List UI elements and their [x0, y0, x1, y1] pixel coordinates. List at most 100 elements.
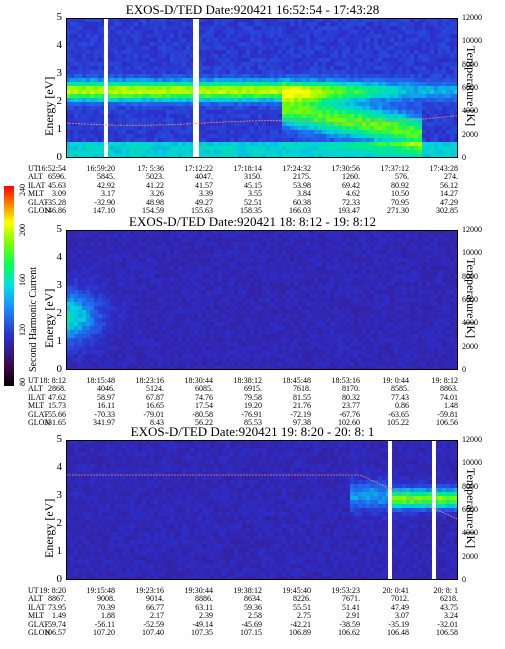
- heatmap-cell: [130, 30, 135, 35]
- heatmap-cell: [218, 130, 223, 135]
- heatmap-cell: [226, 146, 231, 151]
- heatmap-cell: [190, 18, 195, 23]
- heatmap-cell: [290, 86, 295, 91]
- heatmap-cell: [234, 22, 239, 27]
- heatmap-cell: [142, 90, 147, 95]
- heatmap-cell: [378, 126, 383, 131]
- heatmap-cell: [390, 138, 395, 143]
- heatmap-cell: [274, 98, 279, 103]
- heatmap-cell: [446, 30, 451, 35]
- heatmap-cell: [162, 106, 167, 111]
- heatmap-cell: [214, 146, 219, 151]
- heatmap-cell: [250, 70, 255, 75]
- heatmap-cell: [78, 282, 83, 287]
- heatmap-cell: [450, 106, 455, 111]
- heatmap-cell: [66, 326, 71, 331]
- heatmap-cell: [106, 42, 111, 47]
- heatmap-cell: [274, 110, 279, 115]
- heatmap-cell: [434, 146, 439, 151]
- heatmap-cell: [94, 278, 99, 283]
- heatmap-cell: [162, 66, 167, 71]
- heatmap-cell: [126, 22, 131, 27]
- heatmap-cell: [130, 358, 135, 363]
- heatmap-cell: [222, 266, 227, 271]
- heatmap-cell: [278, 50, 283, 55]
- heatmap-cell: [90, 330, 95, 335]
- heatmap-cell: [70, 294, 75, 299]
- heatmap-cell: [186, 334, 191, 339]
- heatmap-cell: [134, 338, 139, 343]
- heatmap-cell: [170, 150, 175, 155]
- heatmap-cell: [182, 254, 187, 259]
- heatmap-cell: [442, 66, 447, 71]
- heatmap-cell: [286, 110, 291, 115]
- heatmap-cell: [350, 94, 355, 99]
- heatmap-cell: [74, 274, 79, 279]
- heatmap-cell: [406, 58, 411, 63]
- heatmap-cell: [254, 54, 259, 59]
- heatmap-cell: [434, 122, 439, 127]
- heatmap-cell: [350, 90, 355, 95]
- heatmap-cell: [334, 90, 339, 95]
- heatmap-cell: [402, 38, 407, 43]
- heatmap-cell: [262, 106, 267, 111]
- heatmap-cell: [186, 154, 191, 158]
- heatmap-cell: [146, 126, 151, 131]
- heatmap-cell: [230, 314, 235, 319]
- heatmap-cell: [170, 38, 175, 43]
- heatmap-cell: [422, 70, 427, 75]
- heatmap-cell: [126, 294, 131, 299]
- heatmap-cell: [82, 62, 87, 67]
- heatmap-cell: [262, 66, 267, 71]
- heatmap-cell: [114, 30, 119, 35]
- heatmap-cell: [98, 242, 103, 247]
- heatmap-cell: [318, 54, 323, 59]
- heatmap-cell: [230, 310, 235, 315]
- heatmap-cell: [438, 42, 443, 47]
- heatmap-cell: [250, 98, 255, 103]
- heatmap-cell: [78, 102, 83, 107]
- heatmap-cell: [266, 82, 271, 87]
- heatmap-cell: [130, 238, 135, 243]
- heatmap-cell: [94, 58, 99, 63]
- heatmap-cell: [70, 38, 75, 43]
- heatmap-cell: [70, 102, 75, 107]
- heatmap-cell: [90, 246, 95, 251]
- heatmap-cell: [454, 30, 458, 35]
- heatmap-cell: [142, 94, 147, 99]
- heatmap-cell: [158, 294, 163, 299]
- heatmap-cell: [278, 146, 283, 151]
- heatmap-cell: [222, 354, 227, 359]
- heatmap-cell: [134, 62, 139, 67]
- heatmap-cell: [386, 18, 391, 23]
- heatmap-cell: [218, 154, 223, 158]
- heatmap-cell: [74, 110, 79, 115]
- heatmap-cell: [106, 366, 111, 370]
- heatmap-cell: [370, 118, 375, 123]
- heatmap-cell: [206, 18, 211, 23]
- heatmap-cell: [154, 250, 159, 255]
- heatmap-cell: [82, 134, 87, 139]
- heatmap-cell: [74, 338, 79, 343]
- heatmap-cell: [246, 34, 251, 39]
- heatmap-cell: [226, 58, 231, 63]
- heatmap-cell: [450, 82, 455, 87]
- heatmap-cell: [366, 50, 371, 55]
- heatmap-cell: [302, 42, 307, 47]
- heatmap-cell: [118, 94, 123, 99]
- heatmap-cell: [222, 362, 227, 367]
- heatmap-cell: [118, 134, 123, 139]
- heatmap-cell: [70, 310, 75, 315]
- heatmap-cell: [154, 314, 159, 319]
- heatmap-cell: [122, 46, 127, 51]
- heatmap-cell: [78, 270, 83, 275]
- heatmap-cell: [178, 134, 183, 139]
- heatmap-cell: [218, 342, 223, 347]
- heatmap-cell: [322, 126, 327, 131]
- heatmap-cell: [78, 54, 83, 59]
- heatmap-cell: [342, 66, 347, 71]
- heatmap-cell: [106, 318, 111, 323]
- heatmap-cell: [70, 250, 75, 255]
- heatmap-cell: [454, 94, 458, 99]
- heatmap-cell: [402, 126, 407, 131]
